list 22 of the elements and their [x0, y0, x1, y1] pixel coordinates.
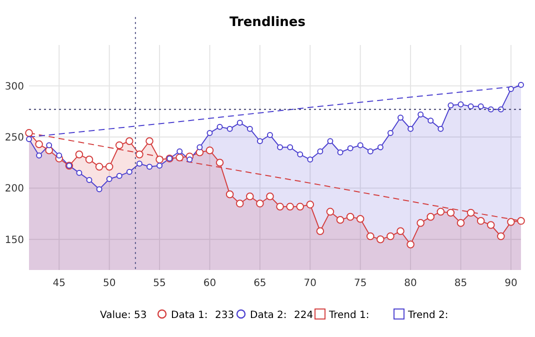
y-tick-label: 250 [4, 132, 24, 144]
x-tick-label: 55 [153, 278, 166, 289]
legend-label: Data 1: [171, 310, 208, 321]
y-tick-label: 150 [4, 234, 24, 246]
x-tick-label: 65 [254, 278, 266, 289]
text: 224 [294, 310, 314, 321]
x-tick-label: 60 [203, 278, 216, 289]
x-tick-label: 50 [102, 278, 116, 289]
x-tick-label: 75 [354, 278, 367, 289]
text: 233 [215, 310, 234, 321]
legend-label: Trend 2: [407, 310, 448, 321]
legend-label: Data 2: [250, 310, 287, 321]
text: Value: 53 [100, 310, 147, 321]
x-tick-label: 70 [304, 278, 317, 289]
x-tick-label: 45 [52, 278, 66, 289]
x-tick-label: 85 [454, 278, 468, 289]
x-tick-label: 90 [504, 278, 518, 289]
y-tick-label: 300 [4, 81, 24, 92]
y-tick-label: 200 [4, 184, 24, 195]
chart-title: Trendlines [230, 15, 306, 30]
legend-label: Trend 1: [328, 310, 370, 321]
x-tick-label: 80 [404, 278, 417, 289]
